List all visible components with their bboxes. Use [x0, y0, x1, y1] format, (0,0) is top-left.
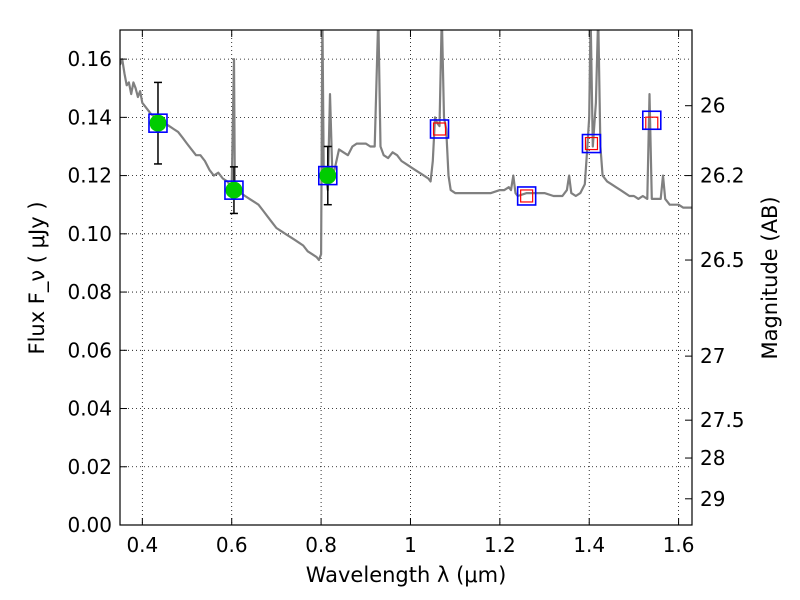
- y2-tick-label: 29: [700, 487, 725, 511]
- y2-tick-label: 26.5: [700, 248, 745, 272]
- y-tick-label: 0.08: [67, 280, 112, 304]
- y-axis-title: Flux F_ν ( μJy ): [25, 201, 50, 354]
- plot-frame: [119, 29, 693, 526]
- model-photometry-marker: [516, 186, 537, 206]
- model-photometry-marker: [581, 133, 602, 154]
- axis-ticks: 0.4 0.6 0.8 1 1.2 1.4 1.6 0.00 0.02 0.04 0.06 0.08 0…: [67, 30, 745, 557]
- model-spectrum-line: [120, 30, 692, 262]
- upper-limit-marker: [432, 122, 447, 136]
- y-tick-label: 0.10: [67, 222, 112, 246]
- y2-tick-label: 26.2: [700, 164, 745, 188]
- y-tick-label: 0.04: [67, 397, 112, 421]
- observed-point: [149, 114, 167, 132]
- model-photometry-marker: [641, 110, 662, 131]
- y-tick-label: 0.12: [67, 164, 112, 188]
- x-tick-label: 1.4: [573, 533, 605, 557]
- plot-area: [120, 30, 692, 262]
- model-photometry-marker: [317, 165, 338, 186]
- y-tick-label: 0.14: [67, 105, 112, 129]
- y2-tick-label: 26: [700, 94, 725, 118]
- upper-limit-marker: [584, 136, 599, 151]
- observed-point: [319, 167, 337, 185]
- x-tick-label: 1.6: [663, 533, 695, 557]
- x-axis-title: Wavelength λ (μm): [306, 563, 507, 587]
- y-tick-label: 0.06: [67, 338, 112, 362]
- model-photometry-marker: [224, 180, 244, 200]
- x-tick-label: 1: [404, 533, 417, 557]
- y-tick-label: 0.02: [67, 455, 112, 479]
- model-photometry-marker: [148, 113, 168, 133]
- x-tick-label: 0.8: [305, 533, 337, 557]
- y-tick-label: 0.16: [67, 47, 112, 71]
- upper-limit-marker: [520, 189, 534, 203]
- x-tick-label: 0.4: [126, 533, 158, 557]
- y2-axis-title: Magnitude (AB): [758, 196, 782, 359]
- x-tick-label: 0.6: [216, 533, 248, 557]
- observed-point: [225, 181, 243, 199]
- y2-tick-label: 27: [700, 344, 725, 368]
- model-photometry-marker: [429, 119, 450, 139]
- y2-tick-label: 28: [700, 446, 725, 470]
- x-tick-label: 1.2: [484, 533, 516, 557]
- y2-tick-label: 27.5: [700, 408, 745, 432]
- y-tick-label: 0.00: [67, 513, 112, 537]
- upper-limit-marker: [645, 116, 659, 130]
- grid: [120, 30, 692, 526]
